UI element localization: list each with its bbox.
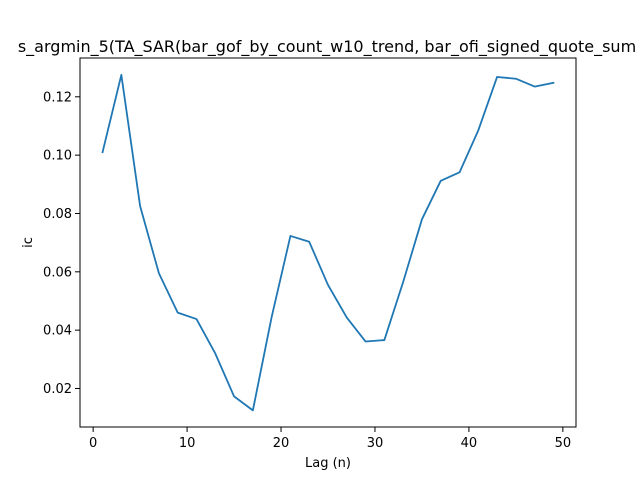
plot-frame bbox=[79, 57, 577, 428]
x-tick-label: 30 bbox=[367, 436, 384, 451]
x-tick-label: 0 bbox=[89, 436, 97, 451]
series-layer bbox=[101, 74, 555, 412]
y-tick-label: 0.12 bbox=[43, 90, 72, 105]
y-tick-label: 0.10 bbox=[43, 149, 72, 164]
y-axis-label: ic bbox=[21, 237, 36, 248]
x-tick-label: 20 bbox=[273, 436, 290, 451]
x-tick-label: 10 bbox=[179, 436, 196, 451]
x-axis: 0 10 20 30 40 50 bbox=[89, 427, 571, 451]
x-tick-label: 40 bbox=[461, 436, 478, 451]
series-line bbox=[101, 74, 555, 412]
y-tick-label: 0.08 bbox=[43, 207, 72, 222]
x-tick-label: 50 bbox=[555, 436, 572, 451]
x-axis-label: Lag (n) bbox=[305, 456, 351, 471]
y-tick-label: 0.06 bbox=[43, 265, 72, 280]
y-axis: 0.02 0.04 0.06 0.08 0.10 0.12 bbox=[43, 90, 80, 397]
chart-title: s_argmin_5(TA_SAR(bar_gof_by_count_w10_t… bbox=[18, 37, 636, 57]
y-tick-label: 0.02 bbox=[43, 382, 72, 397]
y-tick-label: 0.04 bbox=[43, 324, 72, 339]
